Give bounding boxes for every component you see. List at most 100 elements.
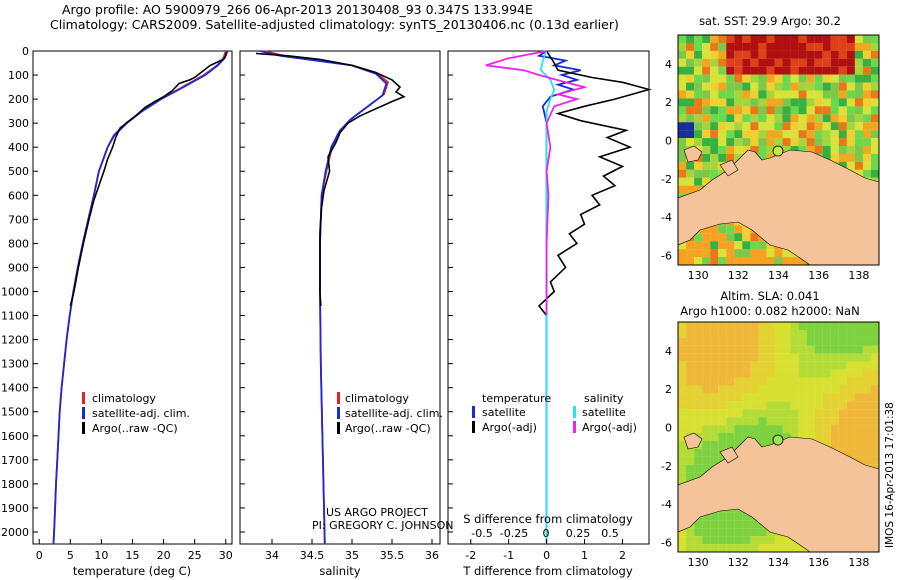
- sst-cell: [846, 42, 855, 51]
- sst-cell: [782, 146, 791, 155]
- sla-cell: [758, 401, 767, 410]
- sla-cell: [854, 361, 863, 370]
- sst-cell: [782, 58, 791, 67]
- sla-cell: [790, 337, 799, 346]
- temperature-axis-label: temperature (deg C): [73, 564, 191, 578]
- sla-cell: [870, 456, 879, 465]
- sla-cell: [862, 337, 872, 346]
- sst-cell: [846, 35, 855, 43]
- sla-cell: [782, 433, 791, 442]
- map-lon-tick-label: 132: [728, 269, 749, 282]
- sst-cell: [694, 138, 703, 147]
- sst-cell: [718, 106, 727, 115]
- sla-cell: [734, 512, 743, 521]
- sla-cell: [846, 440, 855, 449]
- map-lat-tick-label: -2: [661, 173, 672, 186]
- sst-cell: [750, 130, 759, 139]
- sla-cell: [718, 353, 727, 362]
- sla-cell: [718, 425, 727, 434]
- sla-cell: [750, 345, 759, 354]
- sst-cell: [822, 138, 831, 147]
- sla-cell: [830, 425, 839, 434]
- sla-cell: [814, 417, 823, 426]
- sla-cell: [734, 369, 743, 378]
- sla-cell: [726, 377, 735, 386]
- depth-tick-label: 1700: [1, 454, 29, 467]
- sla-cell: [734, 417, 743, 426]
- map-lon-tick-label: 130: [688, 269, 709, 282]
- sla-cell: [726, 512, 735, 521]
- sst-cell: [782, 257, 791, 265]
- t-difference-axis-label: T difference from climatology: [462, 564, 633, 578]
- sst-cell: [694, 177, 703, 186]
- sst-cell: [742, 114, 751, 123]
- difference-s-tick-label: 0: [543, 527, 550, 540]
- sst-cell: [774, 66, 783, 75]
- sla-cell: [694, 369, 703, 378]
- sla-cell: [686, 337, 695, 346]
- sst-cell: [726, 106, 735, 115]
- sla-cell: [726, 329, 735, 338]
- sst-cell: [710, 74, 719, 83]
- sst-cell: [814, 58, 823, 67]
- sst-cell: [702, 106, 711, 115]
- sst-cell: [678, 50, 687, 59]
- sst-cell: [678, 74, 687, 83]
- sst-cell: [718, 50, 727, 59]
- sst-map-title: sat. SST: 29.9 Argo: 30.2: [699, 14, 841, 28]
- sst-cell: [838, 153, 847, 162]
- sla-cell: [742, 322, 751, 330]
- sla-cell: [734, 345, 743, 354]
- sla-cell: [854, 448, 863, 457]
- sst-cell: [838, 74, 847, 83]
- sla-cell: [830, 329, 839, 338]
- sla-cell: [742, 401, 751, 410]
- sla-cell: [718, 409, 727, 418]
- sst-cell: [750, 42, 759, 51]
- sst-cell: [726, 257, 735, 265]
- sla-cell: [742, 520, 751, 529]
- salinity-x-tick-label: 36: [425, 549, 439, 562]
- sst-cell: [742, 130, 751, 139]
- sla-cell: [846, 337, 855, 346]
- sla-cell: [734, 337, 743, 346]
- sst-cell: [734, 42, 743, 51]
- map-lon-tick-label: 136: [808, 269, 829, 282]
- sla-cell: [678, 353, 687, 362]
- sst-cell: [846, 74, 855, 83]
- sla-cell: [734, 425, 743, 434]
- sla-cell: [814, 361, 823, 370]
- sla-cell: [758, 544, 767, 552]
- sst-cell: [742, 241, 751, 250]
- sst-cell: [734, 249, 743, 258]
- sst-cell: [694, 42, 703, 51]
- sst-cell: [806, 122, 815, 131]
- sst-cell: [726, 138, 735, 147]
- sla-cell: [718, 345, 727, 354]
- sst-cell: [718, 225, 727, 234]
- sla-cell: [766, 425, 775, 434]
- sla-cell: [846, 322, 855, 330]
- sst-cell: [766, 146, 775, 155]
- sst-cell: [758, 249, 767, 258]
- sst-cell: [694, 185, 703, 194]
- sst-cell: [702, 177, 711, 186]
- sst-cell: [798, 138, 807, 147]
- sla-cell: [838, 433, 847, 442]
- sst-cell: [830, 35, 839, 43]
- sla-cell: [734, 536, 743, 545]
- sla-cell: [758, 385, 767, 394]
- sla-cell: [766, 345, 775, 354]
- sla-cell: [838, 425, 847, 434]
- sst-cell: [750, 249, 759, 258]
- legend-swatch-argo: [337, 422, 340, 434]
- sst-cell: [702, 58, 711, 67]
- sst-cell: [830, 98, 839, 107]
- sst-cell: [750, 122, 759, 131]
- sla-cell: [790, 393, 799, 402]
- sla-cell: [702, 425, 711, 434]
- sla-cell: [806, 433, 815, 442]
- sla-cell: [822, 409, 831, 418]
- legend-swatch-satellite: [337, 407, 340, 419]
- sla-cell: [758, 409, 767, 418]
